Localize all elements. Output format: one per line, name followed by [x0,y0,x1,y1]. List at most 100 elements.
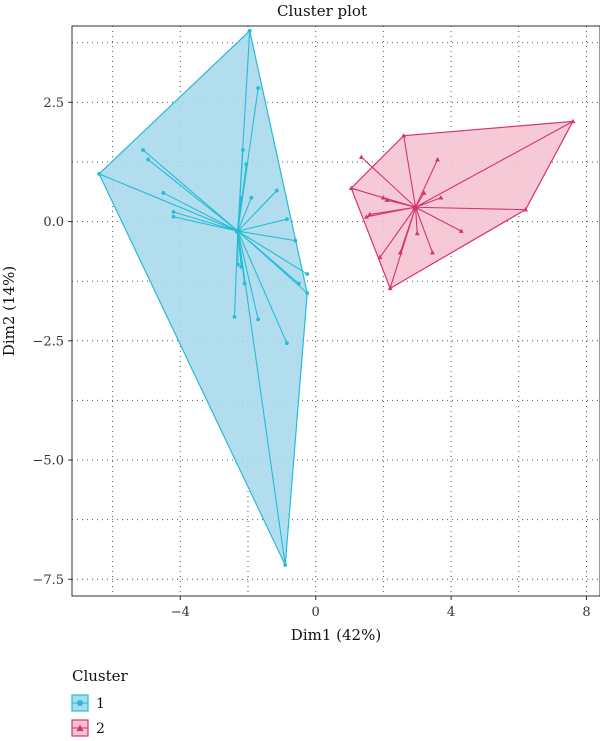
y-axis-label: Dim2 (14%) [0,266,18,356]
cluster-1-spoke [237,197,242,232]
cluster-2-point [363,214,369,219]
cluster-1-spoke [147,159,239,232]
x-tick-label: 0 [312,605,320,620]
cluster-1-spoke [163,192,239,232]
grid-lines [72,26,600,596]
cluster-2-point [348,185,354,190]
cluster-2-point [435,156,441,162]
y-tick-label: 2.5 [43,96,64,111]
y-axis: −7.5 −5.0 −2.5 0.0 2.5 [32,96,72,588]
cluster-1-point [161,191,166,195]
cluster-1-point [249,195,254,200]
cluster-1-point [256,317,261,322]
cluster-1-center [234,228,241,235]
cluster-1-point [171,214,176,219]
cluster-2-point [397,249,403,255]
cluster-2-spoke [386,199,416,208]
cluster-1-point [97,171,101,176]
cluster-1-spoke [237,230,288,344]
legend-label-1: 1 [96,696,105,712]
cluster-1-point [285,217,289,222]
legend-label-2: 2 [96,721,105,737]
cluster-1-spoke [142,149,239,232]
cluster-2-spoke [379,206,416,258]
cluster-2-point [401,133,407,138]
cluster-1-spoke [237,230,296,242]
cluster-2-spoke [415,206,462,232]
cluster-2-point [367,211,373,217]
x-tick-label: −4 [171,605,190,620]
cluster-1-spoke [98,173,239,232]
cluster-1-point [283,563,288,567]
legend-marker-triangle [76,724,84,732]
cluster-spokes [98,30,574,566]
cluster-1-point [285,341,289,346]
x-axis: −4 0 4 8 [171,596,591,620]
cluster-1-point [146,157,151,162]
cluster-1-point [239,195,244,200]
cluster-1-point [235,262,240,267]
y-tick-label: 0.0 [43,215,64,230]
cluster-2-spoke [366,206,416,218]
cluster-2-point [458,228,464,233]
cluster-1-spoke [233,231,239,317]
cluster-2-center [412,203,419,210]
cluster-2-spoke [415,192,425,208]
legend-marker-circle [77,700,83,706]
cluster-1-spoke [237,197,252,232]
cluster-2-spoke [415,207,433,253]
cluster-1-point [293,238,298,243]
data-points [97,28,576,567]
cluster-2-point [438,195,444,200]
cluster-1-hull [98,29,308,568]
cluster-2-point [523,207,529,212]
y-tick-label: −2.5 [32,334,64,349]
cluster-1-point [242,281,247,286]
x-axis-label: Dim1 (42%) [291,626,381,644]
cluster-2-point [414,230,420,236]
cluster-1-spoke [237,218,288,232]
cluster-1-spoke [237,190,278,232]
cluster-2-point [429,249,435,255]
x-tick-label: 4 [447,605,455,620]
cluster-1-spoke [237,230,308,275]
cluster-1-point [244,162,249,167]
cluster-2-spoke [415,197,442,208]
cluster-1-point [305,291,310,296]
y-tick-label: −7.5 [32,573,64,588]
cluster-hulls [98,29,574,568]
cluster-2-point [377,254,383,260]
cluster-2-spoke [415,206,526,211]
legend: Cluster 1 2 [71,667,129,737]
cluster-1-spoke [173,211,239,232]
cluster-1-point [274,188,279,193]
cluster-2-hull [350,120,574,290]
plot-panel-border [71,25,600,597]
cluster-2-spoke [415,159,439,208]
x-tick-label: 8 [582,605,590,620]
cluster-2-point [387,285,393,291]
cluster-1-point [141,148,145,152]
cluster-2-point [570,118,576,124]
cluster-2-point [358,154,364,159]
cluster-2-spoke [414,207,418,234]
cluster-2-spoke [389,207,417,289]
cluster-2-point [421,190,427,195]
cluster-1-spoke [237,230,308,294]
cluster-1-point [241,148,245,152]
cluster-1-point [247,28,252,33]
cluster-1-spoke [173,216,238,232]
cluster-2-point [384,197,390,202]
cluster-2-spoke [403,135,417,208]
cluster-1-spoke [237,230,259,320]
cluster-1-point [256,86,261,90]
cluster-1-point [305,272,310,276]
chart-title: Cluster plot [277,2,367,20]
cluster-1-point [232,315,237,319]
cluster-1-point [239,264,244,269]
cluster-1-point [171,210,176,214]
cluster-2-point [380,195,386,200]
legend-title: Cluster [72,667,129,685]
cluster-2-spoke [361,156,416,208]
